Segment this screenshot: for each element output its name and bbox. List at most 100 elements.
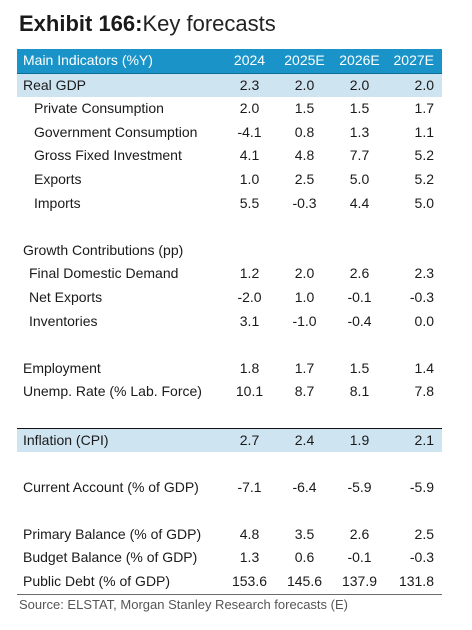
cell: 5.0 <box>349 170 370 187</box>
cell: 1.9 <box>332 427 387 453</box>
cell <box>222 239 277 263</box>
cell: 2.7 <box>222 427 277 453</box>
table-row: Current Account (% of GDP) -7.1 -6.4 -5.… <box>17 476 442 500</box>
cell: 2.3 <box>414 265 434 282</box>
cell: 7.8 <box>414 383 434 400</box>
table-row: Private Consumption 2.0 1.5 1.5 1.7 <box>17 97 442 121</box>
cell: 153.6 <box>222 570 277 595</box>
row-label: Inventories <box>29 312 98 329</box>
cell: -2.0 <box>237 288 262 305</box>
cell: -0.3 <box>292 194 317 211</box>
cell: 2.5 <box>414 525 434 542</box>
cell: 4.4 <box>349 194 370 211</box>
cell: 5.5 <box>239 194 260 211</box>
cell: 2.6 <box>349 265 370 282</box>
cell <box>277 239 332 263</box>
table-row-real-gdp: Real GDP 2.3 2.0 2.0 2.0 <box>17 73 442 98</box>
forecast-table: Main Indicators (%Y) 2024 2025E 2026E 20… <box>17 49 442 595</box>
source-note: Source: ELSTAT, Morgan Stanley Research … <box>19 597 348 612</box>
cell: 1.5 <box>349 100 370 117</box>
exhibit-subtitle: Key forecasts <box>142 11 276 36</box>
cell: 1.7 <box>414 100 434 117</box>
cell: 2.1 <box>387 427 442 453</box>
table-row: Government Consumption -4.1 0.8 1.3 1.1 <box>17 121 442 145</box>
cell: 3.1 <box>239 312 260 329</box>
table-row: Imports 5.5 -0.3 4.4 5.0 <box>17 192 442 216</box>
cell: 1.3 <box>239 549 260 566</box>
table-row-growth-contributions: Growth Contributions (pp) <box>17 239 442 263</box>
cell: 145.6 <box>277 570 332 595</box>
cell: 131.8 <box>387 570 442 595</box>
exhibit-title: Exhibit 166:Key forecasts <box>19 10 276 38</box>
cell: -0.3 <box>409 288 434 305</box>
cell: 1.5 <box>294 100 315 117</box>
row-label: Growth Contributions (pp) <box>23 241 184 258</box>
header-label: Main Indicators (%Y) <box>17 49 222 74</box>
cell: -5.9 <box>347 478 372 495</box>
header-col-2024: 2024 <box>222 49 277 74</box>
row-label: Public Debt (% of GDP) <box>17 570 222 595</box>
table-row: Employment 1.8 1.7 1.5 1.4 <box>17 357 442 381</box>
cell: -4.1 <box>237 123 262 140</box>
cell: 1.4 <box>414 359 434 376</box>
table-row: Primary Balance (% of GDP) 4.8 3.5 2.6 2… <box>17 523 442 547</box>
header-col-2027e: 2027E <box>387 49 442 74</box>
header-col-2026e: 2026E <box>332 49 387 74</box>
cell: 2.3 <box>222 73 277 98</box>
cell: -5.9 <box>409 478 434 495</box>
table-row: Budget Balance (% of GDP) 1.3 0.6 -0.1 -… <box>17 546 442 570</box>
row-label: Exports <box>34 170 82 187</box>
cell: -1.0 <box>292 312 317 329</box>
cell: 1.3 <box>349 123 370 140</box>
cell: 0.8 <box>294 123 315 140</box>
spacer-row <box>17 452 442 476</box>
header-col-2025e: 2025E <box>277 49 332 74</box>
cell: 1.7 <box>294 359 315 376</box>
row-label: Primary Balance (% of GDP) <box>23 525 202 542</box>
cell: 8.7 <box>294 383 315 400</box>
row-label: Private Consumption <box>34 100 164 117</box>
row-label: Imports <box>34 194 81 211</box>
cell: 1.1 <box>414 123 434 140</box>
row-label: Current Account (% of GDP) <box>23 478 199 495</box>
cell: 3.5 <box>294 525 315 542</box>
cell: 1.0 <box>294 288 315 305</box>
spacer-row <box>17 404 442 428</box>
cell: 1.2 <box>239 265 260 282</box>
exhibit-number: Exhibit 166: <box>19 11 143 36</box>
row-label: Employment <box>23 359 101 376</box>
cell: -0.1 <box>347 549 372 566</box>
cell: 1.5 <box>349 359 370 376</box>
row-label: Unemp. Rate (% Lab. Force) <box>23 383 202 400</box>
table-row: Inventories 3.1 -1.0 -0.4 0.0 <box>17 310 442 334</box>
table-header-row: Main Indicators (%Y) 2024 2025E 2026E 20… <box>17 49 442 74</box>
cell: 2.0 <box>277 73 332 98</box>
row-label: Final Domestic Demand <box>29 265 179 282</box>
row-label: Gross Fixed Investment <box>34 147 182 164</box>
cell: 0.6 <box>294 549 315 566</box>
cell: -6.4 <box>292 478 317 495</box>
cell: 5.2 <box>414 170 434 187</box>
row-label: Inflation (CPI) <box>17 427 222 453</box>
table-row-inflation: Inflation (CPI) 2.7 2.4 1.9 2.1 <box>17 427 442 453</box>
cell: 2.4 <box>277 427 332 453</box>
cell: 2.0 <box>294 265 315 282</box>
cell: 4.1 <box>239 147 260 164</box>
spacer-row <box>17 333 442 357</box>
table-row: Gross Fixed Investment 4.1 4.8 7.7 5.2 <box>17 144 442 168</box>
cell: 2.6 <box>349 525 370 542</box>
cell: 5.2 <box>414 147 434 164</box>
cell: 2.5 <box>294 170 315 187</box>
cell: 8.1 <box>349 383 370 400</box>
table-row: Final Domestic Demand 1.2 2.0 2.6 2.3 <box>17 262 442 286</box>
row-label: Real GDP <box>17 73 222 98</box>
spacer-row <box>17 499 442 523</box>
cell: -0.1 <box>347 288 372 305</box>
cell: 1.8 <box>239 359 260 376</box>
table-row: Net Exports -2.0 1.0 -0.1 -0.3 <box>17 286 442 310</box>
cell: 2.0 <box>387 73 442 98</box>
cell: 2.0 <box>239 100 260 117</box>
cell: -0.4 <box>347 312 372 329</box>
cell: 2.0 <box>332 73 387 98</box>
cell: 4.8 <box>294 147 315 164</box>
